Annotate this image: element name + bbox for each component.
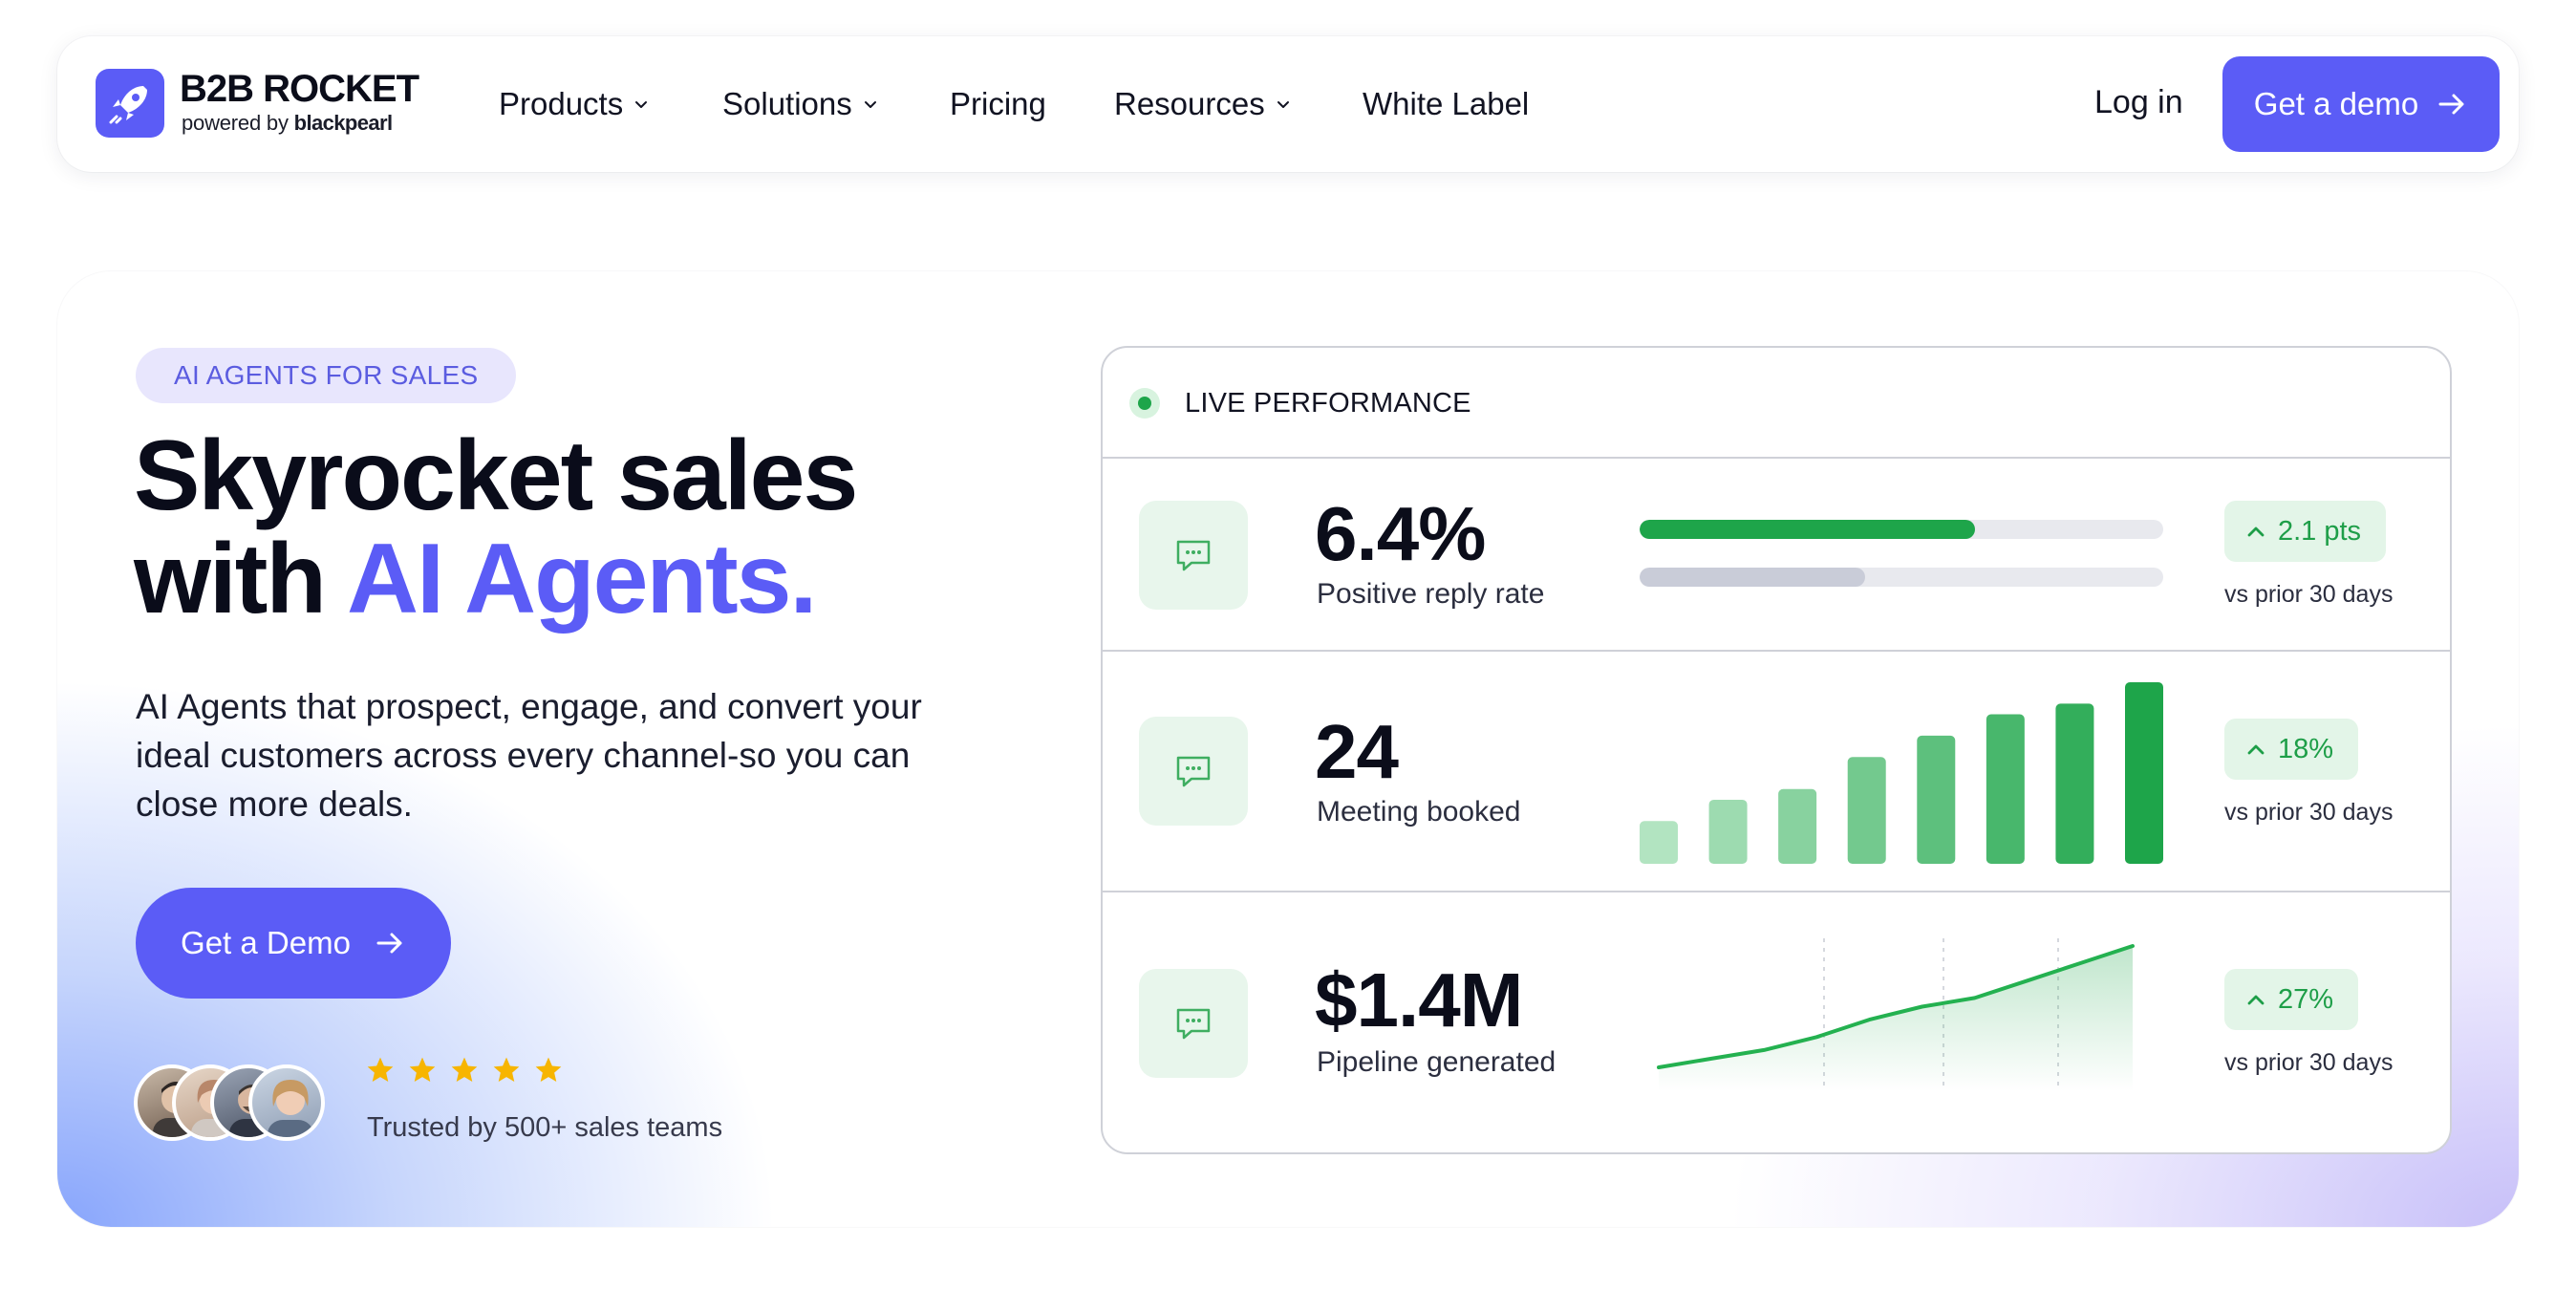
star-icon: [409, 1057, 436, 1082]
metric-icon-box: [1139, 969, 1248, 1078]
progress-fill-current: [1640, 520, 1975, 539]
meetings-bar: [2125, 682, 2163, 864]
hero-title-line1: Skyrocket sales: [134, 420, 858, 531]
get-demo-cta-label: Get a Demo: [181, 925, 351, 960]
powered-by-brand: blackpearl: [293, 111, 393, 135]
pipeline-sparkline: [1657, 938, 2135, 1091]
metric-comparison: vs prior 30 days: [2224, 1049, 2394, 1076]
metric-icon-box: [1139, 717, 1248, 826]
nav-products[interactable]: Products: [499, 83, 648, 125]
metric-value: $1.4M: [1315, 957, 1523, 1042]
hero-badge: AI AGENTS FOR SALES: [136, 348, 517, 403]
brand-powered-by: powered by blackpearl: [182, 112, 393, 135]
chevron-up-icon: [2247, 527, 2265, 537]
metric-row-meetings: 24 Meeting booked 18% vs prior 30 days: [1103, 652, 2450, 892]
trusted-by-text: Trusted by 500+ sales teams: [367, 1112, 723, 1143]
meetings-bar: [1917, 735, 1956, 864]
star-icon: [451, 1057, 478, 1082]
metric-delta-value: 2.1 pts: [2278, 515, 2362, 547]
progress-track-prior: [1640, 568, 2163, 587]
meetings-bar: [1778, 788, 1817, 864]
sparkline-area: [1659, 946, 2133, 1091]
star-icon: [493, 1057, 520, 1082]
get-a-demo-button[interactable]: Get a demo: [2222, 56, 2500, 152]
hero-description: AI Agents that prospect, engage, and con…: [136, 687, 922, 824]
rocket-logo-icon[interactable]: [96, 69, 164, 138]
metric-row-reply-rate: 6.4% Positive reply rate 2.1 pts vs prio…: [1103, 459, 2450, 652]
chat-bubble-icon: [1176, 540, 1211, 571]
hero-title-accent: AI Agents.: [346, 524, 817, 634]
metric-value: 6.4%: [1315, 491, 1486, 576]
get-demo-cta-button[interactable]: Get a Demo: [136, 888, 451, 999]
arrow-right-icon: [376, 933, 402, 954]
metric-label: Meeting booked: [1317, 796, 1521, 827]
powered-by-prefix: powered by: [182, 111, 289, 135]
get-a-demo-label: Get a demo: [2253, 86, 2419, 121]
avatar: [248, 1064, 325, 1141]
progress-fill-prior: [1640, 568, 1865, 587]
nav-resources-label: Resources: [1114, 86, 1265, 121]
metric-delta-value: 27%: [2278, 983, 2334, 1015]
login-link[interactable]: Log in: [2094, 84, 2183, 120]
brand-name[interactable]: B2B ROCKET: [180, 68, 419, 110]
nav-white-label[interactable]: White Label: [1363, 83, 1529, 125]
meetings-bar: [1986, 714, 2025, 864]
nav-pricing-label: Pricing: [950, 86, 1046, 121]
metric-icon-box: [1139, 501, 1248, 610]
metric-delta-badge: 18%: [2224, 719, 2359, 780]
chevron-up-icon: [2247, 744, 2265, 755]
hero-title-line2: with AI Agents.: [134, 527, 856, 631]
chevron-down-icon: [864, 101, 876, 108]
nav-solutions[interactable]: Solutions: [722, 83, 877, 125]
hero-section: AI AGENTS FOR SALES Skyrocket sales with…: [57, 271, 2519, 1227]
chat-bubble-icon: [1176, 756, 1211, 787]
live-status-dot: [1129, 388, 1160, 419]
hero-title-line2-prefix: with: [134, 524, 347, 634]
metric-delta-badge: 2.1 pts: [2224, 501, 2387, 562]
star-icon: [535, 1057, 562, 1082]
metric-comparison: vs prior 30 days: [2224, 799, 2394, 826]
arrow-right-icon: [2438, 94, 2464, 115]
metric-comparison: vs prior 30 days: [2224, 581, 2394, 608]
chat-bubble-icon: [1176, 1008, 1211, 1040]
metric-delta-value: 18%: [2278, 733, 2334, 764]
nav-products-label: Products: [499, 86, 624, 121]
metric-label: Positive reply rate: [1317, 578, 1545, 610]
star-icon: [367, 1057, 394, 1082]
rating-stars: [365, 1055, 564, 1085]
chevron-down-icon: [1277, 101, 1289, 108]
live-performance-card: LIVE PERFORMANCE 6.4% Positive reply rat…: [1101, 346, 2452, 1154]
metric-delta-badge: 27%: [2224, 969, 2359, 1030]
hero-title: Skyrocket sales with AI Agents.: [134, 420, 858, 631]
card-header: LIVE PERFORMANCE: [1103, 348, 2450, 459]
meetings-bar: [1640, 821, 1678, 864]
sparkline-line: [1657, 944, 2135, 1069]
card-title: LIVE PERFORMANCE: [1185, 388, 1471, 419]
metric-value: 24: [1315, 709, 1399, 794]
chevron-down-icon: [635, 101, 648, 108]
meetings-bar: [1708, 799, 1748, 864]
nav-resources[interactable]: Resources: [1114, 83, 1290, 125]
metric-row-pipeline: $1.4M Pipeline generated 27% vs prior 30…: [1103, 892, 2450, 1152]
meetings-bar: [2055, 703, 2094, 864]
chevron-up-icon: [2247, 995, 2265, 1005]
meetings-bar: [1847, 757, 1886, 864]
nav-solutions-label: Solutions: [722, 86, 852, 121]
nav-pricing[interactable]: Pricing: [950, 83, 1046, 125]
progress-track-current: [1640, 520, 2163, 539]
top-navbar: B2B ROCKET powered by blackpearl Product…: [57, 36, 2519, 172]
meetings-bar-chart: [1640, 682, 2163, 864]
metric-label: Pipeline generated: [1317, 1046, 1556, 1078]
nav-white-label-label: White Label: [1363, 86, 1530, 121]
